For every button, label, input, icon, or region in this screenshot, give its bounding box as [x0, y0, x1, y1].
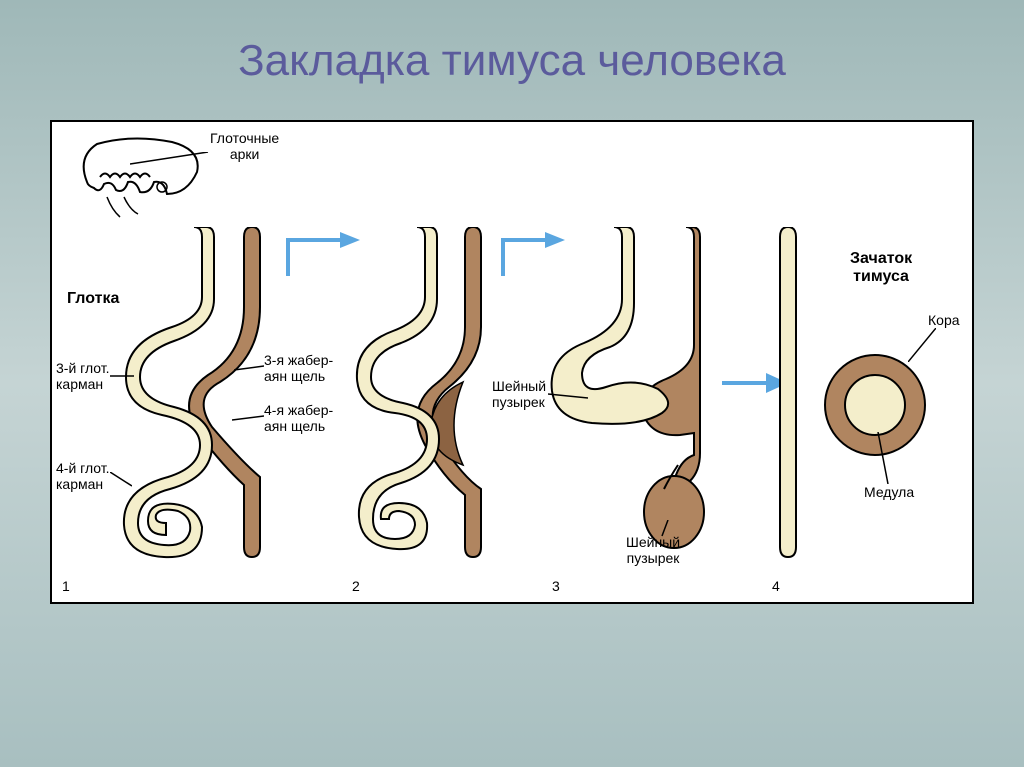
leader-pharyngeal-arches: [130, 152, 212, 172]
label-cervical-vesicle-b: Шейныйпузырек: [626, 534, 680, 566]
leader-pouch3: [110, 370, 134, 382]
stage-number-2: 2: [352, 578, 360, 594]
stage-number-4: 4: [772, 578, 780, 594]
embryo-head-sketch: [72, 132, 212, 227]
stage-3: [544, 227, 719, 577]
label-pharynx: Глотка: [67, 290, 119, 308]
label-pouch4: 4-й глот.карман: [56, 460, 110, 492]
label-cleft3: 3-я жабер-аян щель: [264, 352, 333, 384]
label-medulla: Медула: [864, 484, 914, 500]
stage-number-3: 3: [552, 578, 560, 594]
diagram-panel: Глоточныеарки Глотка 3-й глот.карман 4-й…: [50, 120, 974, 604]
label-pouch3: 3-й глот.карман: [56, 360, 110, 392]
thymus-rudiment-circle: [820, 350, 930, 460]
label-cleft4: 4-я жабер-аян щель: [264, 402, 333, 434]
label-cortex: Кора: [928, 312, 960, 328]
leader-cv-a: [548, 390, 588, 402]
label-cervical-vesicle-a: Шейныйпузырек: [492, 378, 546, 410]
leader-pouch4: [110, 472, 132, 490]
label-pharyngeal-arches: Глоточныеарки: [210, 130, 279, 162]
page-title: Закладка тимуса человека: [0, 0, 1024, 86]
leader-cleft4: [232, 414, 264, 424]
leader-cortex: [908, 328, 936, 362]
leader-cleft3: [234, 364, 264, 374]
stage-number-1: 1: [62, 578, 70, 594]
leader-cv-b: [660, 520, 678, 538]
stage-4-tube: [772, 227, 812, 562]
leader-medulla: [876, 432, 892, 484]
stage-2: [345, 227, 510, 567]
stage-1: [112, 227, 302, 567]
label-thymus-rudiment: Зачатоктимуса: [850, 250, 912, 287]
